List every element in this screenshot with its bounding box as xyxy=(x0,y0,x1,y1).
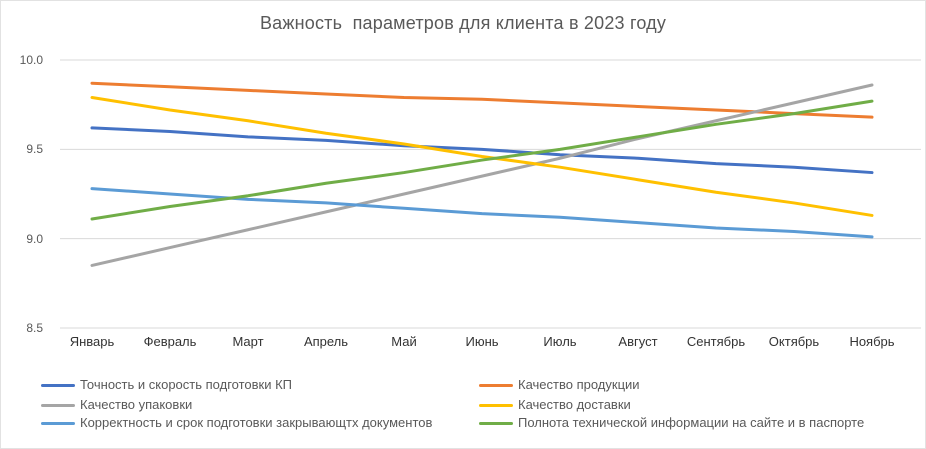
legend-item: Качество упаковки xyxy=(41,397,192,413)
legend-line-swatch-icon xyxy=(41,421,75,425)
legend-label: Качество доставки xyxy=(518,397,631,412)
legend-line-swatch-icon xyxy=(479,421,513,425)
legend-item: Качество доставки xyxy=(479,397,631,413)
chart-title: Важность параметров для клиента в 2023 г… xyxy=(259,13,667,33)
series-line-4 xyxy=(90,187,874,239)
legend-label: Качество упаковки xyxy=(80,397,193,412)
legend-label: Качество продукции xyxy=(518,377,640,392)
series-line-2 xyxy=(90,83,874,267)
x-tick-label: Ноябрь xyxy=(849,334,895,349)
legend-line-swatch-icon xyxy=(41,403,75,407)
y-tick-label: 9.5 xyxy=(26,142,43,157)
legend-item: Качество продукции xyxy=(479,377,640,393)
x-tick-label: Сентябрь xyxy=(686,334,746,349)
x-tick-label: Октябрь xyxy=(768,334,820,349)
legend-item: Корректность и срок подготовки закрывающ… xyxy=(41,415,432,431)
x-tick-label: Апрель xyxy=(303,334,349,349)
legend-label: Корректность и срок подготовки закрывающ… xyxy=(80,415,433,430)
legend-line-swatch-icon xyxy=(479,383,513,387)
y-tick-label: 10.0 xyxy=(19,53,43,67)
x-tick-label: Март xyxy=(232,334,264,349)
x-tick-label: Июль xyxy=(543,334,577,349)
x-tick-label: Январь xyxy=(69,334,115,349)
legend-label: Полнота технической информации на сайте … xyxy=(518,415,865,430)
series-line-0 xyxy=(90,126,874,175)
series-line-1 xyxy=(90,81,874,119)
y-tick-label: 9.0 xyxy=(26,231,43,246)
legend-line-swatch-icon xyxy=(41,383,75,387)
x-tick-label: Февраль xyxy=(143,334,197,349)
x-tick-label: Июнь xyxy=(465,334,499,349)
series-line-5 xyxy=(90,99,874,221)
x-tick-label: Май xyxy=(391,334,417,349)
legend-label: Точность и скорость подготовки КП xyxy=(80,377,293,392)
series-line-3 xyxy=(90,96,874,217)
legend-item: Точность и скорость подготовки КП xyxy=(41,377,292,393)
legend-item: Полнота технической информации на сайте … xyxy=(479,415,864,431)
legend-line-swatch-icon xyxy=(479,403,513,407)
x-tick-label: Август xyxy=(618,334,658,349)
y-tick-label: 8.5 xyxy=(26,321,43,335)
